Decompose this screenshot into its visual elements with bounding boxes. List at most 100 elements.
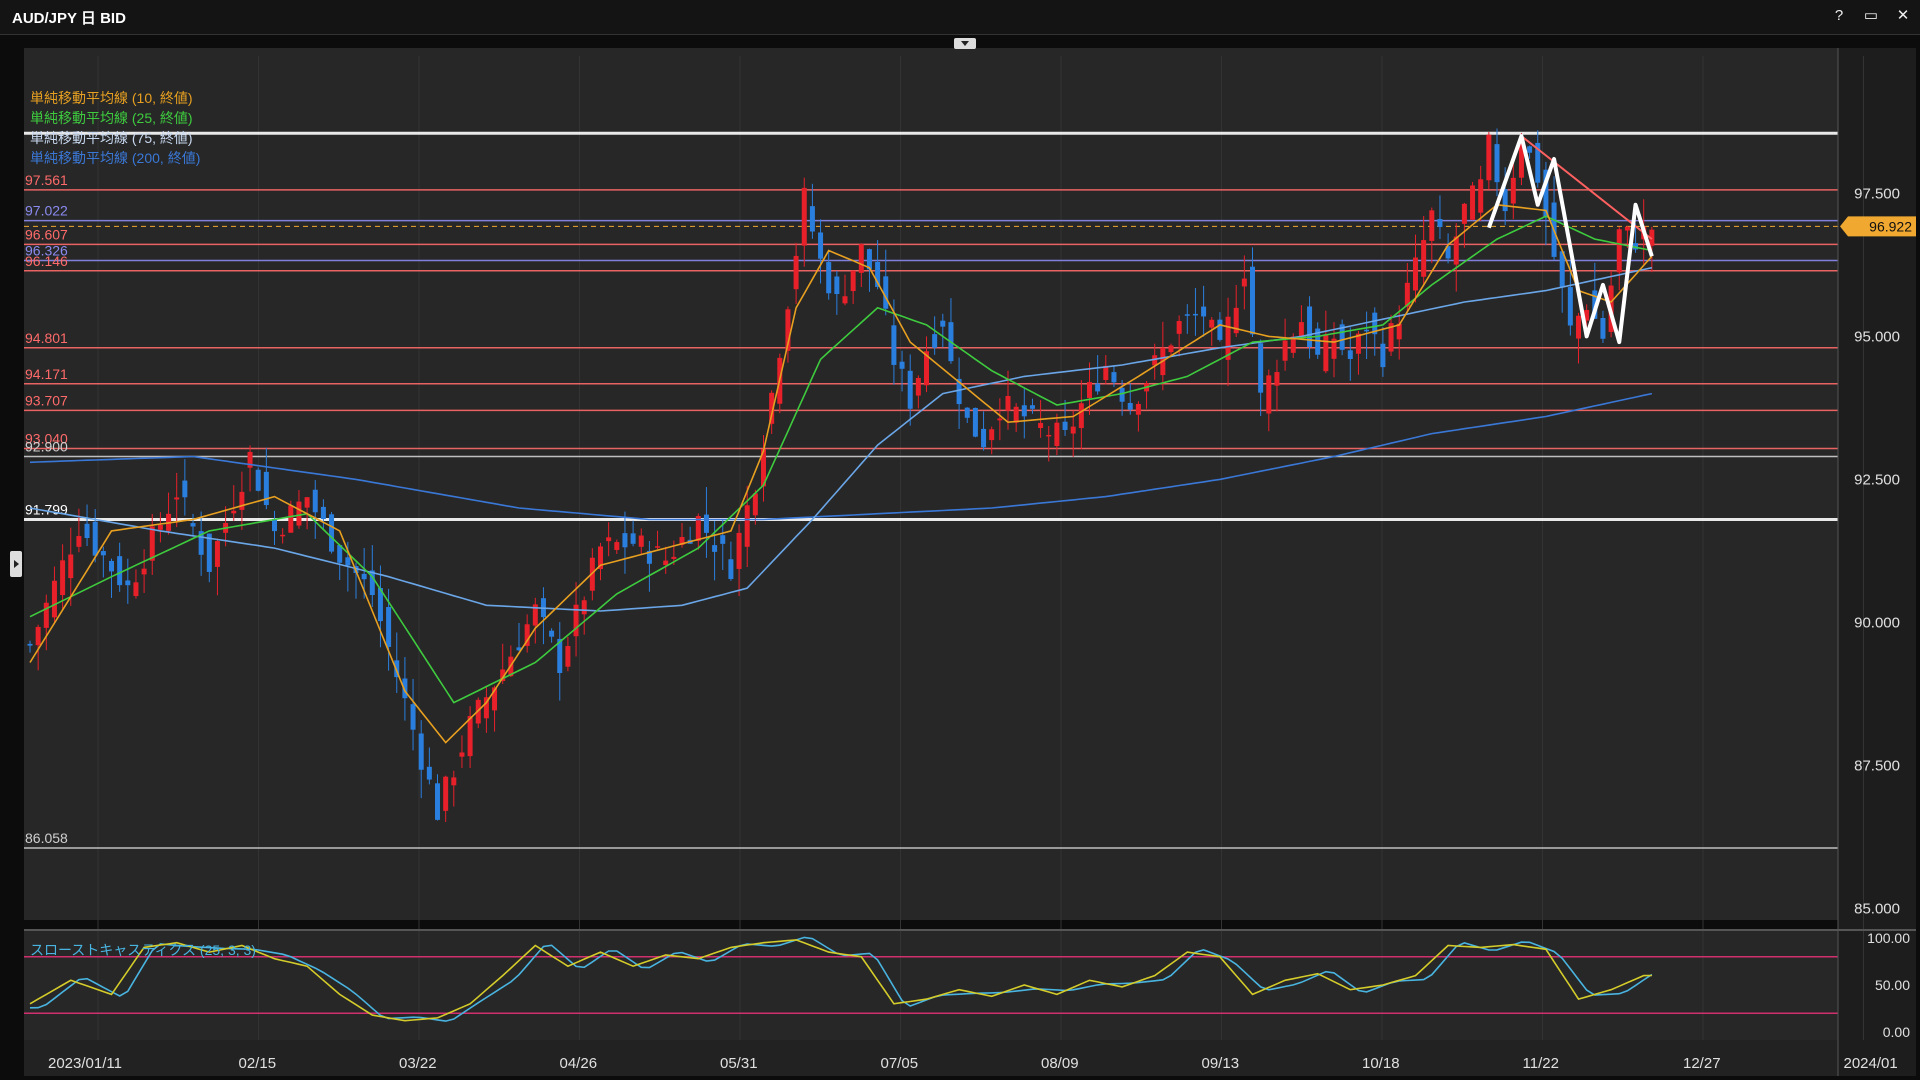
stoch-y-tick: 100.00 (1867, 930, 1910, 946)
candle-body (60, 560, 66, 596)
x-tick-label: 2023/01/11 (48, 1055, 122, 1072)
legend-sma75: 単純移動平均線 (75, 終値) (30, 130, 193, 146)
candle-body (35, 626, 41, 646)
candle-body (133, 582, 139, 597)
candle-body (679, 537, 685, 545)
candle-body (459, 752, 465, 757)
candle-body (769, 392, 775, 424)
candle-body (1192, 313, 1198, 316)
candle-body (149, 526, 155, 561)
candle-body (492, 687, 498, 711)
candle-body (280, 534, 286, 537)
candle-body (663, 560, 669, 566)
stoch-k-line (29, 939, 1652, 1022)
stoch-y-tick: 0.00 (1883, 1024, 1910, 1040)
price-level-label: 94.171 (25, 366, 68, 382)
candle-body (239, 491, 245, 510)
candle-body (1087, 382, 1092, 398)
time-axis-pane (24, 1040, 1838, 1076)
candle-body (500, 669, 506, 682)
candle-body (695, 516, 701, 541)
trendline (1520, 135, 1653, 240)
current-price-badge (1840, 216, 1916, 237)
candle-body (761, 449, 766, 487)
side-panel-toggle[interactable] (10, 551, 22, 577)
candle-body (51, 580, 57, 618)
candle-body (435, 783, 440, 820)
candle-body (1062, 421, 1068, 430)
candle-body (1372, 312, 1378, 335)
candle-body (337, 545, 343, 563)
candle-body (263, 471, 269, 506)
candle-body (972, 407, 978, 437)
candle-body (1494, 144, 1500, 183)
price-level-label: 96.607 (25, 226, 68, 242)
candle-body (638, 535, 644, 547)
candle-body (1437, 218, 1443, 227)
candle-body (312, 489, 318, 513)
candle-body (940, 320, 946, 327)
candle-body (606, 537, 612, 542)
candle-body (924, 351, 929, 386)
candle-body (557, 638, 563, 673)
candle-body (524, 624, 530, 646)
candle-body (997, 418, 1003, 421)
candle-body (1355, 333, 1361, 354)
candle-body (1404, 282, 1410, 307)
candle-body (899, 361, 905, 369)
candle-body (157, 525, 163, 530)
candle-body (809, 206, 815, 232)
sma10-line (29, 203, 1653, 744)
candle-body (304, 497, 310, 508)
y-tick-label: 95.000 (1854, 328, 1900, 345)
candle-body (27, 643, 33, 646)
x-tick-label: 2024/01 (1844, 1055, 1898, 1072)
sma75-line (29, 266, 1653, 612)
candle-body (43, 602, 49, 628)
candle-body (174, 497, 180, 500)
candle-body (1347, 350, 1353, 359)
candle-body (842, 296, 848, 304)
close-button[interactable]: ✕ (1896, 7, 1910, 24)
candle-body (1241, 278, 1247, 287)
sma25-line (29, 215, 1653, 704)
candle-body (369, 570, 375, 596)
candle-body (532, 604, 538, 626)
candle-body (206, 533, 212, 572)
x-tick-label: 11/22 (1523, 1055, 1559, 1072)
candle-body (1461, 203, 1467, 224)
candle-body (1168, 345, 1174, 353)
candle-body (1339, 324, 1345, 350)
candle-body (801, 187, 807, 246)
candle-body (1298, 322, 1304, 338)
x-tick-label: 03/22 (399, 1055, 437, 1072)
candle-body (361, 573, 367, 580)
candle-body (581, 600, 587, 615)
candle-body (1445, 246, 1451, 259)
help-button[interactable]: ? (1834, 7, 1844, 24)
collapse-toolbar-button[interactable] (954, 38, 976, 49)
candle-body (1201, 306, 1207, 317)
maximize-button[interactable]: ▭ (1863, 7, 1879, 24)
candle-body (1070, 426, 1076, 434)
candle-body (76, 536, 82, 547)
candle-body (467, 716, 473, 757)
candle-body (125, 580, 131, 586)
x-tick-label: 09/13 (1202, 1055, 1240, 1072)
candle-body (932, 334, 938, 348)
candle-body (386, 607, 392, 647)
candle-body (1307, 306, 1313, 348)
candle-body (214, 541, 220, 567)
candle-body (1600, 318, 1606, 339)
candle-body (1054, 422, 1060, 446)
candle-body (981, 428, 987, 448)
candle-body (818, 232, 824, 259)
candle-body (1029, 405, 1035, 409)
zigzag-drawing (1486, 134, 1654, 345)
candle-body (182, 480, 188, 498)
candle-body (1078, 403, 1084, 429)
candle-body (272, 518, 277, 532)
candle-body (516, 647, 522, 651)
candle-body (858, 244, 864, 273)
